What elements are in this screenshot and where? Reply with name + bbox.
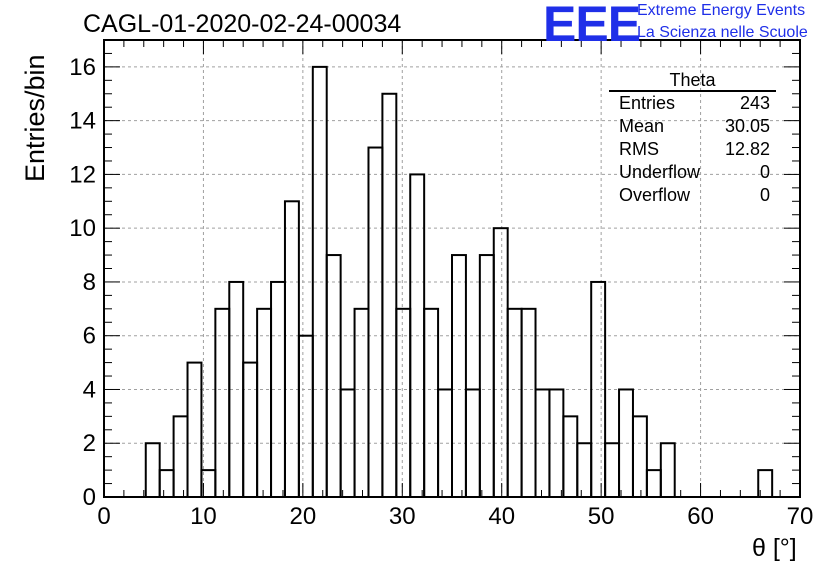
y-tick-label: 6 — [83, 323, 96, 350]
histogram-bin — [283, 200, 300, 498]
histogram-series — [144, 65, 774, 498]
x-tick-label: 40 — [488, 503, 515, 530]
stats-row-underflow: Underflow 0 — [609, 161, 776, 184]
stats-label: Overflow — [619, 185, 691, 205]
histogram-bin — [492, 227, 509, 498]
logo-line-1: Extreme Energy Events — [637, 2, 806, 19]
stats-label: Entries — [619, 93, 676, 113]
histogram-bin — [604, 442, 621, 498]
histogram-bin — [186, 361, 203, 498]
y-tick-label: 4 — [83, 376, 96, 403]
histogram-bin — [395, 307, 412, 498]
axis-ticks — [103, 39, 801, 498]
eee-logo: EEE — [543, 0, 641, 52]
stats-value: 243 — [739, 93, 770, 113]
histogram-bin — [172, 415, 189, 498]
stats-label: RMS — [619, 139, 659, 159]
histogram-bin — [353, 307, 370, 498]
y-tick-label: 0 — [83, 484, 96, 511]
stats-row-mean: Mean 30.05 — [609, 115, 776, 138]
x-axis-label: θ [°] — [752, 534, 797, 562]
y-tick-label: 8 — [83, 269, 96, 296]
stats-row-entries: Entries 243 — [609, 92, 776, 115]
x-tick-label: 10 — [190, 503, 217, 530]
histogram-bin — [242, 361, 259, 498]
histogram-bin — [214, 307, 231, 498]
histogram-bin — [631, 415, 648, 498]
stats-row-rms: RMS 12.82 — [609, 138, 776, 161]
histogram-bin — [520, 307, 537, 498]
stats-row-overflow: Overflow 0 — [609, 184, 776, 207]
y-tick-label: 10 — [69, 215, 96, 242]
x-tick-label: 70 — [787, 503, 814, 530]
histogram-bin — [144, 442, 161, 498]
histogram-bin — [158, 469, 175, 498]
y-tick-label: 14 — [69, 108, 96, 135]
histogram-bin — [297, 334, 314, 498]
stats-value: 0 — [759, 162, 770, 182]
x-tick-label: 60 — [687, 503, 714, 530]
stats-value: 0 — [759, 185, 770, 205]
chart-title: CAGL-01-2020-02-24-00034 — [83, 10, 402, 38]
y-tick-label: 12 — [69, 161, 96, 188]
y-tick-label: 16 — [69, 54, 96, 81]
histogram-bin — [576, 442, 593, 498]
stats-title: Theta — [609, 70, 776, 92]
histogram-bin — [451, 254, 467, 498]
histogram-bin — [381, 92, 398, 498]
stats-box: Theta Entries 243 Mean 30.05 RMS 12.82 U… — [609, 70, 776, 207]
y-axis-label: Entries/bin — [20, 54, 50, 182]
histogram-bin — [367, 146, 384, 498]
stats-label: Mean — [619, 116, 665, 136]
logo-line-2: La Scienza nelle Scuole — [637, 24, 808, 41]
stats-value: 30.05 — [724, 116, 770, 136]
stats-value: 12.82 — [724, 139, 770, 159]
x-tick-label: 50 — [588, 503, 615, 530]
histogram-bin — [256, 307, 273, 498]
histogram-bin — [645, 469, 662, 498]
x-tick-label: 20 — [290, 503, 317, 530]
histogram-bin — [325, 254, 342, 498]
histogram-bin — [659, 442, 676, 498]
histogram-bin — [423, 307, 440, 498]
histogram-bin — [506, 307, 523, 498]
x-tick-label: 0 — [97, 503, 110, 530]
histogram-bin — [478, 254, 495, 498]
y-tick-label: 2 — [83, 430, 96, 457]
stats-label: Underflow — [619, 162, 701, 182]
axis-tick-labels: 0 10 20 30 40 50 60 70 0 2 4 6 8 10 12 14 16 — [69, 54, 813, 530]
x-tick-label: 30 — [389, 503, 416, 530]
histogram-bin — [562, 415, 579, 498]
